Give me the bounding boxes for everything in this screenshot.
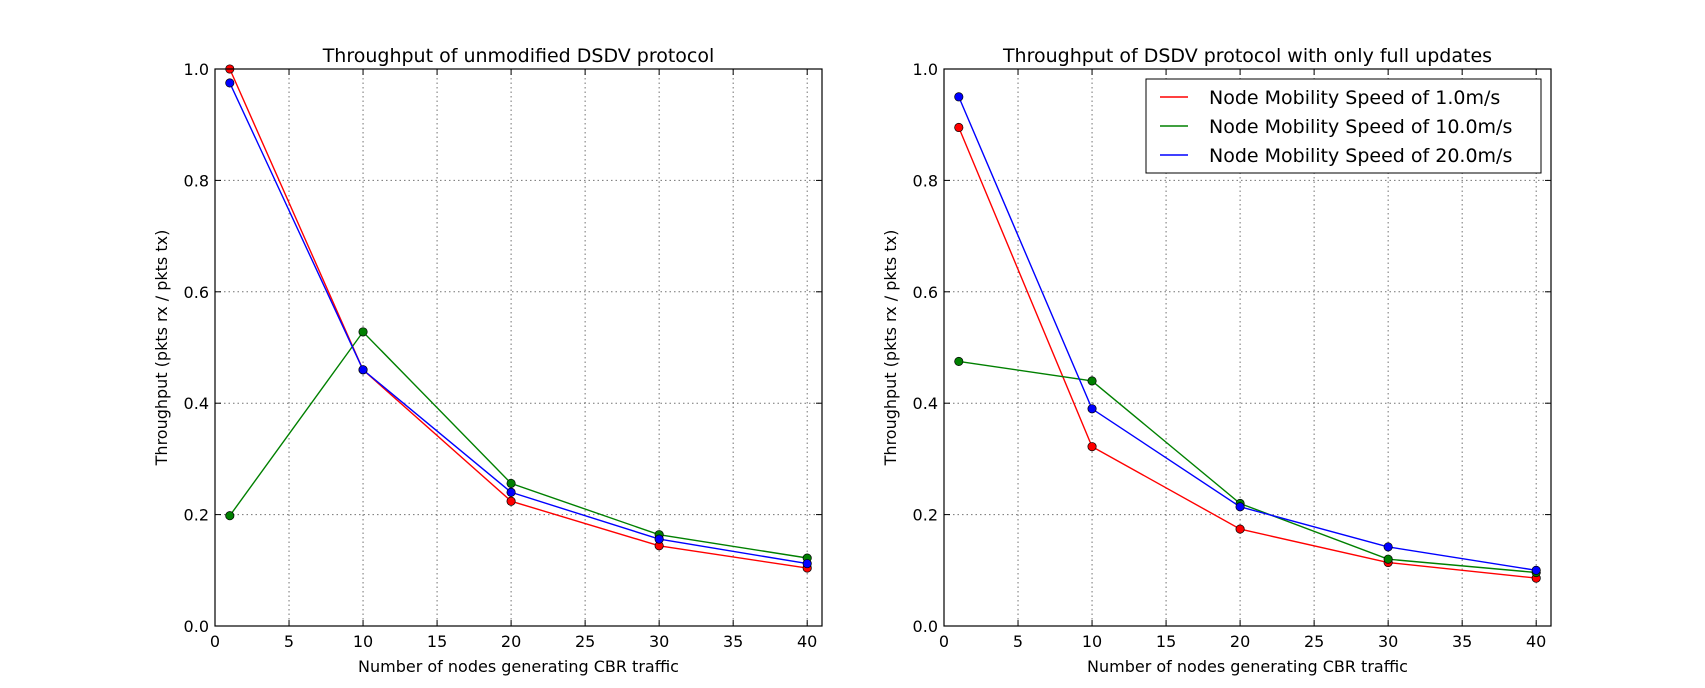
grid — [214, 68, 822, 627]
data-point — [506, 487, 516, 497]
data-point — [802, 559, 812, 569]
x-tick-label: 15 — [427, 632, 447, 651]
series-line — [229, 68, 808, 569]
series-line — [229, 82, 808, 565]
x-tick-label: 5 — [284, 632, 294, 651]
data-point — [954, 92, 964, 102]
series-2 — [225, 78, 812, 569]
series-1 — [954, 356, 1541, 578]
data-point — [1383, 554, 1393, 564]
data-point — [954, 122, 964, 133]
y-axis-label: Throughput (pkts rx / pkts tx) — [152, 230, 171, 467]
data-point — [654, 534, 664, 544]
chart-title: Throughput of unmodified DSDV protocol — [322, 45, 715, 67]
legend-label: Node Mobility Speed of 20.0m/s — [1209, 145, 1512, 167]
series-line — [958, 360, 1537, 574]
series-1 — [225, 327, 812, 563]
y-tick-label: 0.4 — [913, 394, 938, 413]
data-point — [358, 365, 368, 375]
legend-item: Node Mobility Speed of 1.0m/s — [1160, 87, 1500, 109]
x-axis-label: Number of nodes generating CBR traffic — [358, 657, 679, 676]
x-tick-label: 30 — [1378, 632, 1398, 651]
x-tick-label: 20 — [1230, 632, 1250, 651]
x-tick-label: 25 — [1304, 632, 1324, 651]
series-line — [958, 127, 1537, 579]
chart-left: 0 5 10 15 20 25 30 35 40 0.0 0.2 0.4 0.6 0.8 1.0 Throug… — [152, 45, 823, 676]
data-point — [954, 356, 964, 366]
data-point — [1531, 565, 1541, 575]
data-point — [506, 478, 516, 488]
y-tick-label: 0.0 — [913, 617, 938, 636]
data-point — [225, 511, 235, 521]
y-tick-label: 0.6 — [184, 283, 209, 302]
legend-box — [1145, 78, 1542, 174]
x-tick-label: 35 — [1452, 632, 1472, 651]
x-tick-label: 25 — [575, 632, 595, 651]
x-tick-label: 0 — [210, 632, 220, 651]
legend-item: Node Mobility Speed of 10.0m/s — [1160, 116, 1512, 138]
y-tick-label: 0.4 — [184, 394, 209, 413]
plot-frame — [214, 68, 823, 627]
legend-label: Node Mobility Speed of 10.0m/s — [1209, 116, 1512, 138]
data-point — [506, 496, 516, 506]
chart-right: 0 5 10 15 20 25 30 35 40 0.0 0.2 0.4 0.6 0.8 1.0 Throug… — [881, 45, 1552, 676]
y-tick-label: 0.0 — [184, 617, 209, 636]
data-point — [1383, 542, 1393, 552]
y-axis-label: Throughput (pkts rx / pkts tx) — [881, 230, 900, 467]
x-tick-label: 40 — [1526, 632, 1546, 651]
x-tick-label: 40 — [797, 632, 817, 651]
x-tick-label: 20 — [501, 632, 521, 651]
plot-frame — [943, 68, 1552, 627]
x-tick-label: 30 — [649, 632, 669, 651]
series-line — [229, 330, 808, 559]
legend-item: Node Mobility Speed of 20.0m/s — [1160, 145, 1512, 167]
y-tick-label: 0.2 — [913, 506, 938, 525]
data-point — [358, 327, 368, 337]
data-point — [225, 78, 235, 88]
series-0 — [954, 122, 1541, 583]
x-axis-label: Number of nodes generating CBR traffic — [1087, 657, 1408, 676]
data-point — [1087, 404, 1097, 414]
y-tick-label: 0.8 — [913, 171, 938, 190]
data-point — [1087, 442, 1097, 452]
y-tick-label: 0.8 — [184, 171, 209, 190]
series-0 — [225, 64, 812, 573]
y-tick-label: 1.0 — [184, 60, 209, 79]
y-tick-label: 1.0 — [913, 60, 938, 79]
x-tick-label: 15 — [1156, 632, 1176, 651]
x-tick-label: 35 — [723, 632, 743, 651]
x-tick-label: 5 — [1013, 632, 1023, 651]
data-point — [1235, 502, 1245, 512]
legend-label: Node Mobility Speed of 1.0m/s — [1209, 87, 1500, 109]
legend: Node Mobility Speed of 1.0m/s Node Mobili… — [1145, 78, 1542, 174]
x-tick-label: 10 — [1082, 632, 1102, 651]
data-point — [1087, 376, 1097, 386]
series-2 — [954, 92, 1541, 575]
y-tick-label: 0.6 — [913, 283, 938, 302]
y-tick-label: 0.2 — [184, 506, 209, 525]
chart-title: Throughput of DSDV protocol with only fu… — [1002, 45, 1492, 67]
data-point — [1235, 524, 1245, 534]
x-tick-label: 10 — [353, 632, 373, 651]
x-tick-label: 0 — [939, 632, 949, 651]
